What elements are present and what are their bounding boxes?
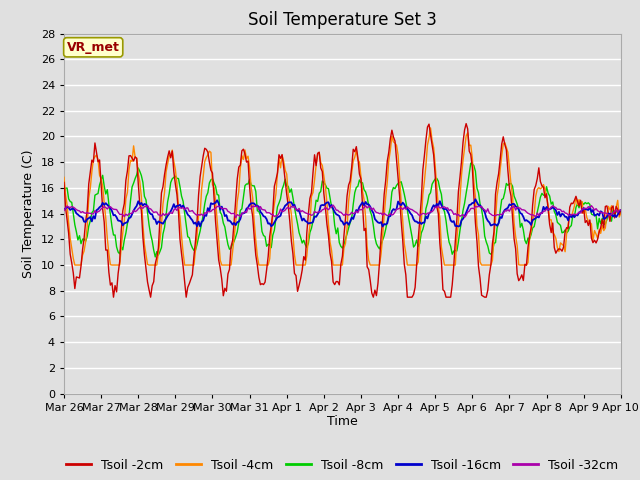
X-axis label: Time: Time <box>327 415 358 429</box>
Y-axis label: Soil Temperature (C): Soil Temperature (C) <box>22 149 35 278</box>
Legend: Tsoil -2cm, Tsoil -4cm, Tsoil -8cm, Tsoil -16cm, Tsoil -32cm: Tsoil -2cm, Tsoil -4cm, Tsoil -8cm, Tsoi… <box>61 454 623 477</box>
Title: Soil Temperature Set 3: Soil Temperature Set 3 <box>248 11 437 29</box>
Text: VR_met: VR_met <box>67 41 120 54</box>
